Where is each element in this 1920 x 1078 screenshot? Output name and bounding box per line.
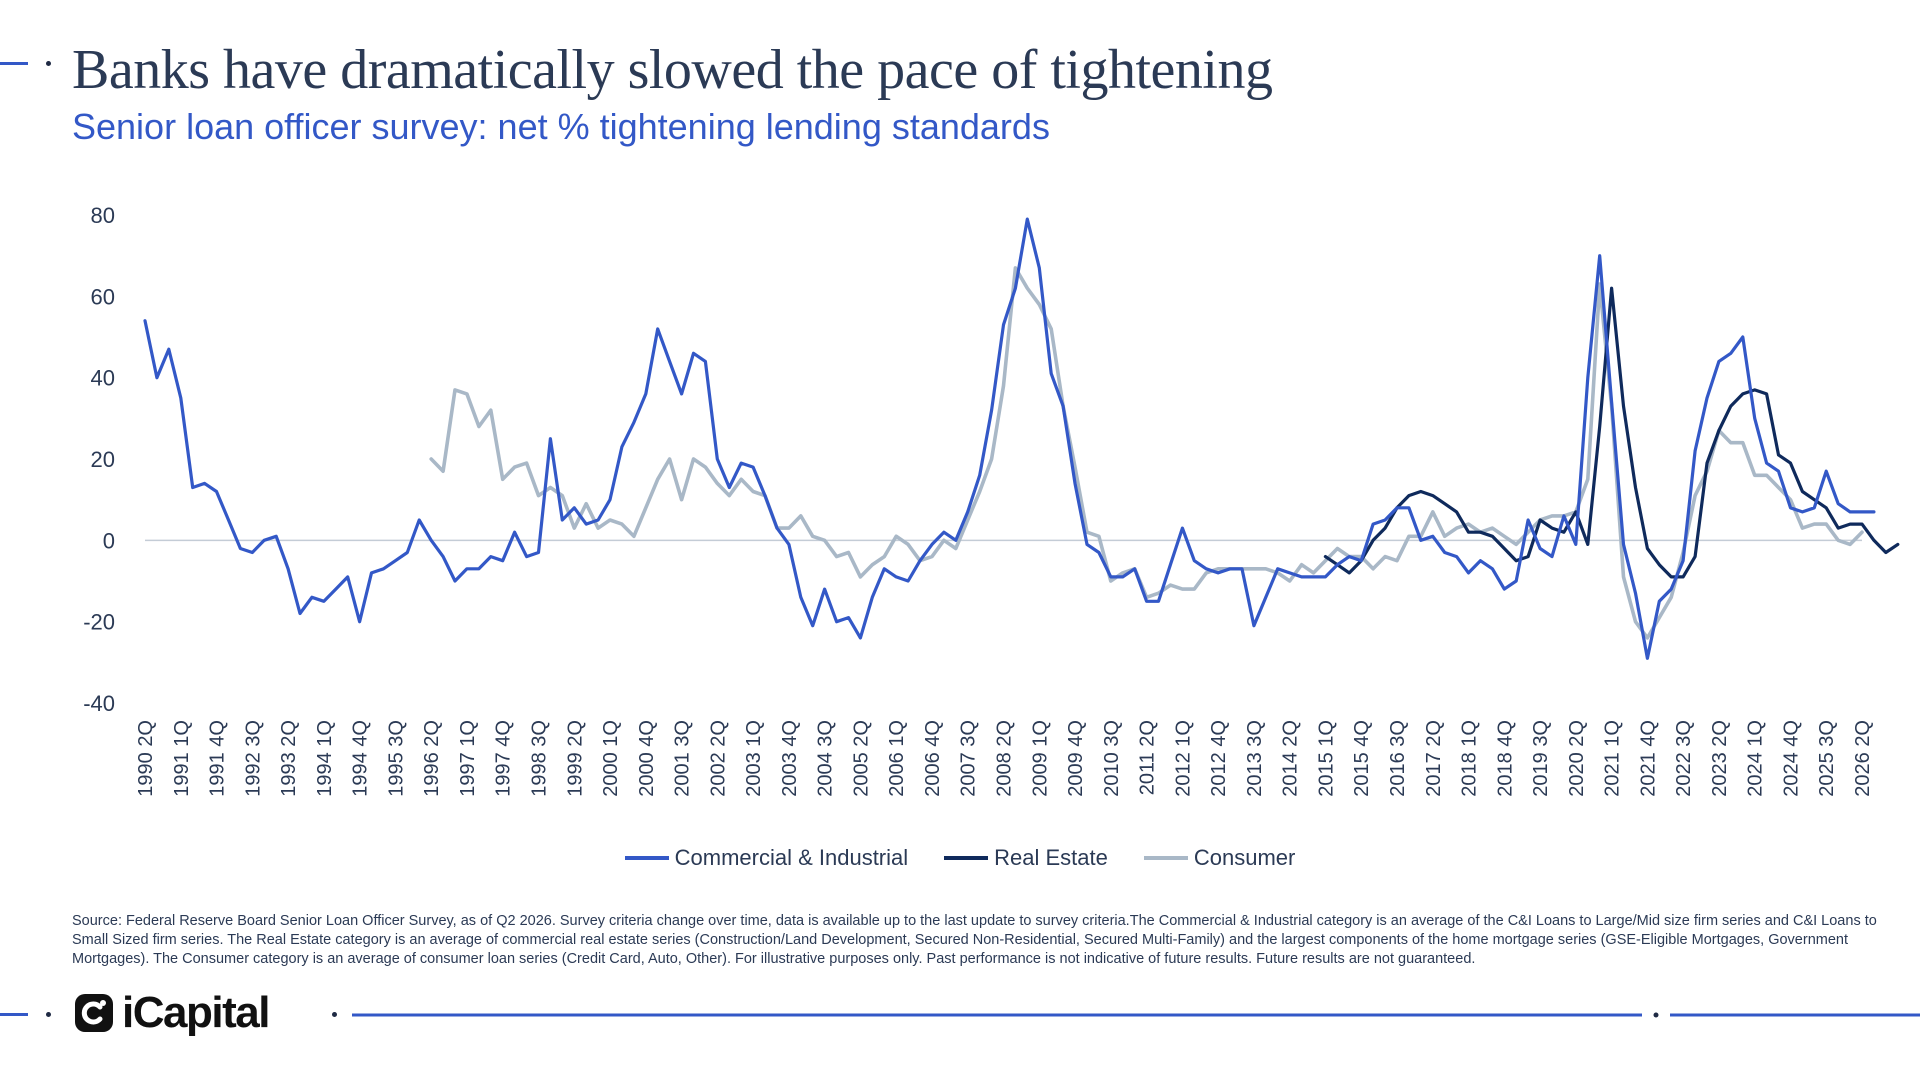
- series-line-consumer: [429, 266, 1864, 640]
- x-tick-label: 2015 1Q: [1315, 720, 1337, 797]
- x-tick-label: 2000 1Q: [600, 720, 622, 797]
- footer-rule: [352, 1012, 1920, 1018]
- x-tick-label: 2008 2Q: [994, 720, 1016, 797]
- x-tick-label: 1998 3Q: [528, 720, 550, 797]
- x-tick-label: 2020 2Q: [1566, 720, 1588, 797]
- x-tick-label: 1999 2Q: [564, 720, 586, 797]
- x-tick-label: 2001 3Q: [672, 720, 694, 797]
- footer-line-dot-left: [332, 1012, 337, 1017]
- x-tick-label: 2014 2Q: [1280, 720, 1302, 797]
- legend-item-real-estate: Real Estate: [944, 845, 1108, 871]
- x-tick-label: 2005 2Q: [850, 720, 872, 797]
- source-note: Source: Federal Reserve Board Senior Loa…: [72, 913, 1877, 967]
- x-tick-label: 2024 1Q: [1745, 720, 1767, 797]
- header-accent-dot: [46, 61, 51, 66]
- x-tick-label: 1993 2Q: [278, 720, 300, 797]
- y-tick-label: 20: [91, 447, 115, 472]
- icapital-logo: iCapital: [74, 988, 270, 1038]
- x-tick-label: 1990 2Q: [135, 720, 157, 797]
- x-tick-label: 1991 1Q: [171, 720, 193, 797]
- x-tick-label: 2003 4Q: [779, 720, 801, 797]
- y-tick-label: 60: [91, 284, 115, 309]
- x-tick-label: 2004 3Q: [815, 720, 837, 797]
- x-tick-label: 2009 4Q: [1065, 720, 1087, 797]
- icapital-logo-text: iCapital: [122, 988, 270, 1037]
- x-tick-label: 2006 1Q: [886, 720, 908, 797]
- x-tick-label: 1992 3Q: [242, 720, 264, 797]
- x-tick-label: 2021 4Q: [1637, 720, 1659, 797]
- y-axis: -40 -20 0 20 40 60 80: [83, 203, 115, 716]
- x-tick-label: 1995 3Q: [385, 720, 407, 797]
- legend-swatch-consumer: [1143, 856, 1188, 860]
- y-tick-label: 40: [91, 366, 115, 391]
- x-tick-label: 1996 2Q: [421, 720, 443, 797]
- x-axis: 1990 2Q 1991 1Q 1991 4Q 1992 3Q 1993 2Q 1994 …: [135, 720, 1874, 797]
- series-line-commercial-industrial: [143, 217, 1876, 660]
- x-tick-label: 2018 1Q: [1459, 720, 1481, 797]
- x-tick-label: 1991 4Q: [207, 720, 229, 797]
- legend-item-consumer: Consumer: [1143, 845, 1296, 871]
- x-tick-label: 2000 4Q: [636, 720, 658, 797]
- legend-item-commercial-industrial: Commercial & Industrial: [624, 845, 909, 871]
- x-tick-label: 2018 4Q: [1494, 720, 1516, 797]
- x-tick-label: 1994 4Q: [350, 720, 372, 797]
- x-tick-label: 2024 4Q: [1780, 720, 1802, 797]
- legend-swatch-commercial-industrial: [624, 856, 669, 860]
- x-tick-label: 2003 1Q: [743, 720, 765, 797]
- chart-legend: Commercial & Industrial Real Estate Cons…: [0, 845, 1920, 871]
- x-tick-label: 2002 2Q: [707, 720, 729, 797]
- x-tick-label: 2011 2Q: [1137, 720, 1159, 795]
- x-tick-label: 2025 3Q: [1816, 720, 1838, 797]
- x-tick-label: 1994 1Q: [314, 720, 336, 797]
- x-tick-label: 2007 3Q: [958, 720, 980, 797]
- series-layer: [143, 217, 1900, 660]
- x-tick-label: 2017 2Q: [1423, 720, 1445, 797]
- x-tick-label: 2009 1Q: [1029, 720, 1051, 797]
- legend-swatch-real-estate: [944, 856, 989, 860]
- x-tick-label: 2006 4Q: [922, 720, 944, 797]
- footer-accent-dash: [0, 1013, 28, 1016]
- x-tick-label: 2026 2Q: [1852, 720, 1874, 797]
- x-tick-label: 1997 4Q: [493, 720, 515, 797]
- legend-label-real-estate: Real Estate: [994, 845, 1108, 870]
- icapital-logo-icon: [75, 994, 113, 1032]
- legend-label-commercial-industrial: Commercial & Industrial: [674, 845, 909, 870]
- x-tick-label: 2013 3Q: [1244, 720, 1266, 797]
- page-subtitle: Senior loan officer survey: net % tighte…: [72, 106, 1050, 147]
- page-title: Banks have dramatically slowed the pace …: [72, 39, 1273, 101]
- y-tick-label: -20: [83, 610, 115, 635]
- x-tick-label: 2016 3Q: [1387, 720, 1409, 797]
- x-tick-label: 2015 4Q: [1351, 720, 1373, 797]
- x-tick-label: 2012 4Q: [1208, 720, 1230, 797]
- x-tick-label: 1997 1Q: [457, 720, 479, 797]
- series-line-real-estate: [1323, 286, 1900, 579]
- header-accent-dash: [0, 62, 28, 65]
- x-tick-label: 2021 1Q: [1602, 720, 1624, 797]
- x-tick-label: 2019 3Q: [1530, 720, 1552, 797]
- x-tick-label: 2022 3Q: [1673, 720, 1695, 797]
- footer-accent-dot: [46, 1012, 51, 1017]
- y-tick-label: -40: [83, 691, 115, 716]
- y-tick-label: 80: [91, 203, 115, 228]
- x-tick-label: 2012 1Q: [1172, 720, 1194, 797]
- y-tick-label: 0: [103, 528, 115, 553]
- x-tick-label: 2010 3Q: [1101, 720, 1123, 797]
- legend-label-consumer: Consumer: [1193, 845, 1296, 870]
- x-tick-label: 2023 2Q: [1709, 720, 1731, 797]
